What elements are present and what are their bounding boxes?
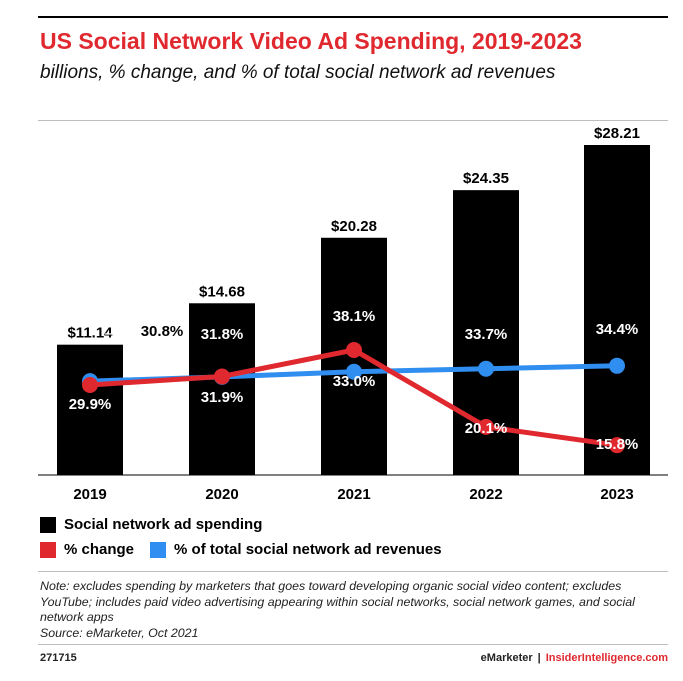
bar-label-2020: $14.68 (199, 283, 245, 300)
chart-plot: $11.14 2019 $14.68 2020 $20.28 2021 $24.35 2022… (38, 125, 668, 503)
point-pct-total-2021 (346, 363, 362, 380)
bar-2020 (189, 303, 255, 475)
footer-divider (38, 644, 668, 645)
legend-divider (38, 571, 668, 572)
point-pct-change-2019 (82, 377, 98, 393)
chart-frame: US Social Network Video Ad Spending, 201… (38, 16, 668, 666)
legend-label-pct-total: % of total social network ad revenues (174, 541, 442, 558)
note-text: Note: excludes spending by marketers tha… (40, 579, 635, 624)
label-pct-change-2020: 31.9% (201, 389, 244, 406)
bar-2019 (57, 344, 123, 475)
label-pct-change-2023: 15.8% (596, 436, 639, 453)
brand-insiderintelligence: InsiderIntelligence.com (545, 652, 668, 664)
top-rule (38, 16, 668, 18)
bar-2023 (584, 145, 650, 475)
leader-line-2019 (105, 333, 141, 349)
chart-note: Note: excludes spending by marketers tha… (40, 579, 668, 641)
chart-id: 271715 (40, 652, 77, 664)
bar-label-2022: $24.35 (463, 170, 509, 187)
label-pct-total-2023: 34.4% (596, 321, 639, 338)
x-tick-2023: 2023 (600, 486, 633, 503)
legend-swatch-pct-total (150, 541, 167, 558)
legend-swatch-pct-change (40, 541, 56, 558)
x-tick-2021: 2021 (337, 486, 370, 503)
legend-row-2: % change % of total social network ad re… (40, 541, 442, 558)
point-pct-change-2022 (478, 418, 494, 435)
label-pct-total-2022: 33.7% (465, 326, 508, 343)
chart-subtitle: billions, % change, and % of total socia… (40, 62, 556, 83)
point-pct-change-2023 (609, 437, 625, 454)
source-text: Source: eMarketer, Oct 2021 (40, 625, 199, 640)
brand-emarketer: eMarketer (480, 652, 533, 664)
brand-separator: | (537, 652, 541, 664)
bar-label-2021: $20.28 (331, 218, 377, 235)
label-pct-total-2019: 30.8% (141, 323, 184, 340)
footer-brand: eMarketer | InsiderIntelligence.com (481, 652, 668, 664)
point-pct-total-2023 (609, 357, 625, 374)
point-pct-change-2020 (214, 368, 230, 385)
chart-title: US Social Network Video Ad Spending, 201… (40, 28, 582, 54)
legend-label-spending: Social network ad spending (64, 516, 263, 533)
legend-row-1: Social network ad spending (40, 516, 262, 533)
point-pct-total-2022 (478, 360, 494, 377)
x-tick-2022: 2022 (469, 486, 502, 503)
label-pct-change-2019: 29.9% (69, 396, 112, 413)
legend-label-pct-change: % change (64, 541, 135, 558)
x-tick-2020: 2020 (205, 486, 238, 503)
label-pct-change-2021: 38.1% (333, 308, 376, 325)
bar-label-2019: $11.14 (67, 325, 113, 342)
x-tick-2019: 2019 (73, 486, 106, 503)
label-pct-change-2022: 20.1% (465, 420, 508, 437)
point-pct-change-2021 (346, 342, 362, 358)
bar-label-2023: $28.21 (594, 125, 640, 142)
header-divider (38, 120, 668, 121)
label-pct-total-2020: 31.8% (201, 326, 244, 343)
label-pct-total-2021: 33.0% (333, 373, 376, 390)
legend-swatch-spending (40, 516, 56, 533)
